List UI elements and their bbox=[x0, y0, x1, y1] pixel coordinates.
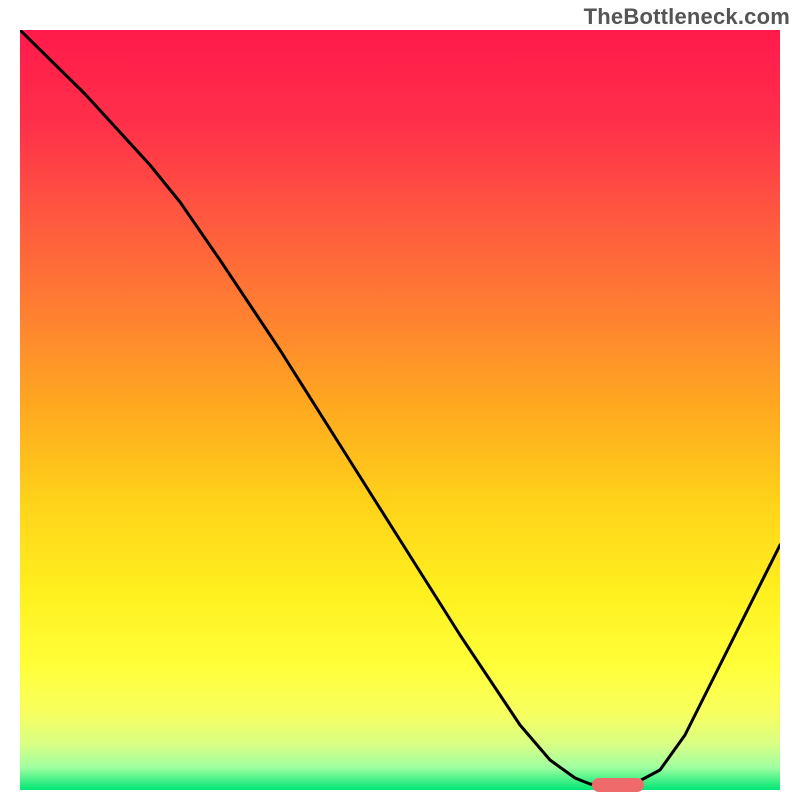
bottleneck-curve bbox=[20, 30, 780, 786]
curve-svg bbox=[20, 30, 780, 790]
watermark-text: TheBottleneck.com bbox=[584, 4, 790, 30]
optimal-marker bbox=[592, 778, 644, 792]
chart-container: TheBottleneck.com bbox=[0, 0, 800, 800]
plot-area bbox=[20, 30, 780, 790]
